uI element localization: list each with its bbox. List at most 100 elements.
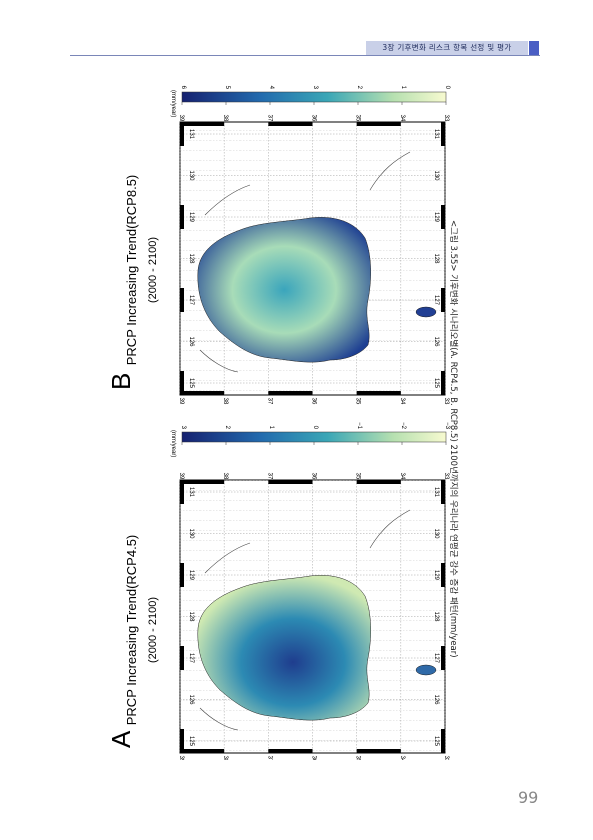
panel-a-colorbar-unit: (mm/year) [170,430,176,457]
lat-tick-label: 34 [399,115,405,122]
lat-tick-label: 33 [443,398,449,405]
lat-tick-label: 38 [222,756,228,760]
lon-tick-label: 126 [188,694,194,705]
lat-tick-label: 38 [222,115,228,122]
colorbar-tick-label: 0 [444,86,450,90]
colorbar-tick-label: 2 [356,86,362,90]
chapter-header: 3장 기후변화 리스크 항목 선정 및 평가 [366,41,528,55]
lon-tick-label: 127 [433,295,439,306]
lon-tick-label: 125 [433,736,439,747]
lon-tick-label: 128 [433,611,439,622]
lon-tick-label: 127 [188,653,194,664]
panel-a-korea-land [197,575,371,721]
colorbar-tick-label: 6 [180,86,186,90]
panel-a-title: PRCP Increasing Trend(RCP4.5) [124,535,139,726]
lon-tick-label: 129 [433,570,439,581]
lon-tick-label: 129 [188,570,194,581]
header-rule [70,55,540,56]
panel-b: B PRCP Increasing Trend(RCP8.5) (2000 - … [110,86,450,405]
lon-tick-label: 127 [188,295,194,306]
lat-tick-label: 35 [355,756,361,760]
lon-tick-label: 130 [433,170,439,181]
colorbar-tick-label: 3 [180,426,186,430]
panel-a-letter: A [110,730,136,748]
lat-tick-label: 39 [178,398,184,405]
lon-tick-label: 129 [433,212,439,223]
panel-b-letter: B [110,373,136,390]
figure-caption: <그림 3.55> 기후변화 시나리오별(A. RCP4.5, B. RCP8.… [448,220,458,658]
panel-a-colorbar [181,431,447,443]
panel-b-colorbar-unit: (mm/year) [170,90,176,117]
lat-tick-label: 33 [443,473,449,480]
lat-tick-label: 36 [311,473,317,480]
panel-a-coastline [199,509,411,731]
lat-tick-label: 36 [311,115,317,122]
lat-tick-label: 38 [222,398,228,405]
lat-tick-label: 35 [355,398,361,405]
precipitation-trend-figure: B PRCP Increasing Trend(RCP8.5) (2000 - … [110,86,450,760]
panel-a-lat-labels: 39 39 38 38 37 37 36 36 35 35 34 34 33 33 [178,473,449,760]
panel-a-colorbar-ticks: 3 2 1 0 −1 −2 −3 [180,422,450,445]
panel-b-lat-labels: 39 39 38 38 37 37 36 36 35 35 34 34 33 33 [178,115,449,405]
lon-tick-label: 128 [433,253,439,264]
lat-tick-label: 33 [443,756,449,760]
lat-tick-label: 39 [178,756,184,760]
lat-tick-label: 38 [222,473,228,480]
colorbar-tick-label: −3 [444,422,450,430]
panel-b-coastline [199,151,411,373]
panel-b-lon-labels: 125 125 126 126 127 127 128 128 129 129 130 130 131 1… [188,129,439,389]
lat-tick-label: 34 [399,398,405,405]
lat-tick-label: 34 [399,473,405,480]
panel-a-frame-bars [180,480,445,753]
panel-b-colorbar-ticks: 6 5 4 3 2 1 0 [180,86,450,105]
lon-tick-label: 127 [433,653,439,664]
lon-tick-label: 130 [433,528,439,539]
lon-tick-label: 131 [188,487,194,498]
colorbar-tick-label: 3 [312,86,318,90]
panel-b-period: (2000 - 2100) [147,237,159,303]
lon-tick-label: 126 [433,336,439,347]
lon-tick-label: 130 [188,528,194,539]
lat-tick-label: 34 [399,756,405,760]
lat-tick-label: 39 [178,115,184,122]
colorbar-tick-label: 4 [268,86,274,90]
lon-tick-label: 129 [188,212,194,223]
panel-a-period: (2000 - 2100) [147,597,159,663]
lat-tick-label: 35 [355,473,361,480]
panel-b-jeju [415,306,437,318]
lon-tick-label: 125 [188,378,194,389]
panel-a-map: 125 125 126 126 127 127 128 128 129 129 130 130 131 1… [178,473,449,760]
lat-tick-label: 36 [311,756,317,760]
lon-tick-label: 128 [188,253,194,264]
page-number: 99 [518,788,539,807]
colorbar-tick-label: 1 [400,86,406,90]
lat-tick-label: 37 [266,473,272,480]
lat-tick-label: 33 [443,115,449,122]
lat-tick-label: 36 [311,398,317,405]
lat-tick-label: 35 [355,115,361,122]
panel-b-frame-bars [180,122,445,395]
panel-b-map: 125 125 126 126 127 127 128 128 129 129 130 130 131 1… [178,115,449,405]
panel-a-lon-labels: 125 125 126 126 127 127 128 128 129 129 130 130 131 1… [188,487,439,747]
lon-tick-label: 125 [188,736,194,747]
colorbar-tick-label: 5 [224,86,230,90]
lat-tick-label: 37 [266,756,272,760]
lon-tick-label: 131 [433,487,439,498]
panel-b-title: PRCP Increasing Trend(RCP8.5) [124,175,139,366]
lon-tick-label: 128 [188,611,194,622]
colorbar-tick-label: −1 [356,422,362,430]
colorbar-tick-label: −2 [400,422,406,430]
panel-b-korea-land [197,217,371,363]
colorbar-tick-label: 1 [268,426,274,430]
panel-b-colorbar [181,91,447,103]
lon-tick-label: 130 [188,170,194,181]
lat-tick-label: 37 [266,115,272,122]
lon-tick-label: 125 [433,378,439,389]
lat-tick-label: 39 [178,473,184,480]
colorbar-tick-label: 0 [312,426,318,430]
lon-tick-label: 131 [433,129,439,140]
colorbar-tick-label: 2 [224,426,230,430]
lon-tick-label: 131 [188,129,194,140]
lat-tick-label: 37 [266,398,272,405]
lon-tick-label: 126 [433,694,439,705]
